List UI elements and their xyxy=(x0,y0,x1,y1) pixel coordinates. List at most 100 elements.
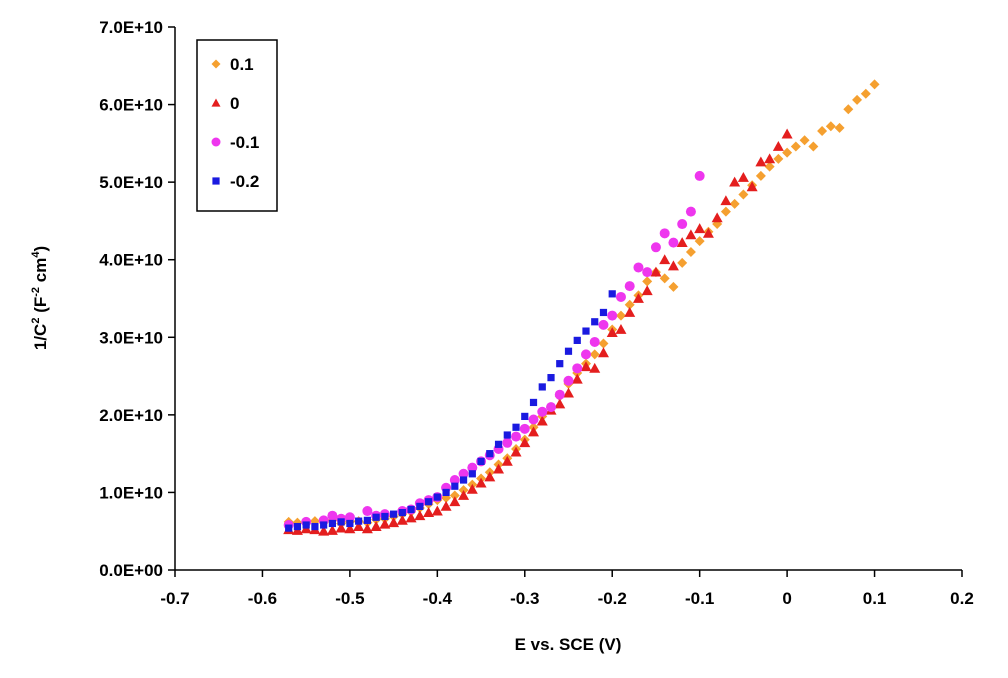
data-point xyxy=(424,498,433,506)
data-point xyxy=(398,508,406,517)
data-point xyxy=(467,462,478,473)
data-point xyxy=(318,525,330,536)
data-point xyxy=(860,88,871,99)
y-tick-label: 2.0E+10 xyxy=(99,406,163,425)
legend-box xyxy=(196,39,278,212)
data-point xyxy=(477,457,485,465)
data-point xyxy=(494,440,503,448)
y-tick-label: 1.0E+10 xyxy=(99,483,163,502)
data-point xyxy=(538,383,546,391)
data-point xyxy=(624,281,635,292)
data-point xyxy=(746,181,758,192)
data-point xyxy=(808,141,819,152)
plot-area: -0.7 -0.6 -0.5 -0.4 -0.3 -0.2 -0.1 0 0.1 0.2 0.0E… xyxy=(99,18,974,608)
data-point xyxy=(390,510,398,518)
series--0.2 xyxy=(285,290,616,532)
data-point xyxy=(344,512,355,523)
data-point xyxy=(685,246,696,257)
data-point xyxy=(582,327,590,335)
data-point xyxy=(475,477,487,488)
data-point xyxy=(355,517,363,525)
data-point xyxy=(659,254,671,265)
data-point xyxy=(546,402,557,413)
data-point xyxy=(468,470,476,478)
data-point xyxy=(431,505,443,516)
data-point xyxy=(685,206,696,217)
legend-marker xyxy=(212,177,220,185)
data-point xyxy=(484,471,496,482)
x-tick-label: 0.1 xyxy=(863,589,887,608)
data-point xyxy=(536,415,548,426)
data-point xyxy=(598,338,609,349)
data-point xyxy=(502,437,513,448)
data-point xyxy=(589,349,600,360)
data-point xyxy=(589,362,601,373)
legend-label: 0 xyxy=(230,94,239,113)
data-point xyxy=(554,398,566,409)
data-point xyxy=(537,406,548,417)
data-point xyxy=(528,426,540,437)
data-point xyxy=(677,257,688,268)
data-point xyxy=(589,336,600,347)
data-point xyxy=(563,387,574,398)
data-point xyxy=(547,374,555,382)
data-point xyxy=(293,522,302,531)
data-point xyxy=(433,493,441,501)
data-point xyxy=(388,517,400,528)
data-point xyxy=(597,347,609,358)
data-point xyxy=(311,522,319,531)
data-point xyxy=(825,121,836,132)
data-point xyxy=(486,450,494,458)
data-point xyxy=(764,161,775,172)
data-point xyxy=(458,490,470,500)
data-point xyxy=(615,324,627,334)
data-point xyxy=(362,506,373,517)
data-point xyxy=(632,293,644,303)
x-tick-label: -0.5 xyxy=(335,589,364,608)
data-point xyxy=(302,521,310,529)
data-point xyxy=(344,523,356,534)
data-point xyxy=(668,281,679,292)
data-point xyxy=(440,500,452,511)
legend-marker xyxy=(211,59,221,69)
y-tick-label: 4.0E+10 xyxy=(99,251,163,270)
data-point xyxy=(512,423,520,431)
data-point xyxy=(685,229,697,240)
data-point xyxy=(624,306,636,317)
data-point xyxy=(659,273,670,284)
data-point xyxy=(580,349,591,360)
x-ticks: -0.7 -0.6 -0.5 -0.4 -0.3 -0.2 -0.1 0 0.1 0.2 xyxy=(160,570,974,608)
data-point xyxy=(729,176,741,187)
data-point xyxy=(521,412,529,421)
data-point xyxy=(458,468,469,479)
data-point xyxy=(852,94,863,105)
data-point xyxy=(755,170,766,181)
data-point xyxy=(633,262,644,273)
data-point xyxy=(790,141,801,152)
data-point xyxy=(285,524,293,532)
data-point xyxy=(528,414,539,425)
data-point xyxy=(563,375,574,386)
data-point xyxy=(667,260,679,271)
data-point xyxy=(650,242,661,253)
y-ticks: 0.0E+00 1.0E+10 2.0E+10 3.0E+10 4.0E+10 5.0E+… xyxy=(99,18,175,580)
data-point xyxy=(738,189,749,200)
data-point xyxy=(353,521,365,531)
data-point xyxy=(599,308,608,317)
data-point xyxy=(608,290,616,298)
data-point xyxy=(817,125,828,136)
legend-items: 0.1 0 -0.1 -0.2 xyxy=(211,55,259,191)
data-point xyxy=(676,237,688,248)
data-point xyxy=(346,519,354,528)
data-point xyxy=(519,423,530,434)
data-point xyxy=(459,476,468,484)
data-point xyxy=(764,153,776,164)
data-point xyxy=(556,360,564,368)
data-point xyxy=(449,490,460,501)
data-point xyxy=(554,389,565,400)
data-point xyxy=(320,521,328,529)
x-tick-label: -0.1 xyxy=(685,589,714,608)
data-point xyxy=(363,516,371,524)
data-point xyxy=(372,513,380,521)
data-point xyxy=(755,156,767,167)
